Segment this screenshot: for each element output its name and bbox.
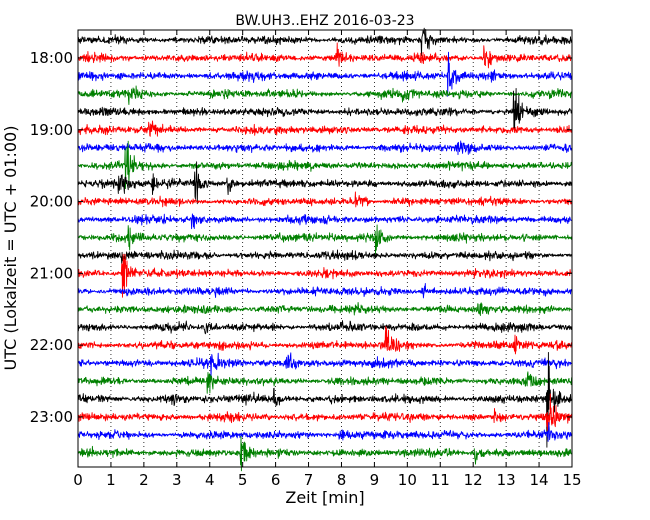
trace-line-2030 [77, 224, 573, 255]
chart-title: BW.UH3..EHZ 2016-03-23 [235, 13, 414, 29]
trace-lines [77, 27, 573, 472]
x-tick-label: 7 [304, 471, 314, 489]
y-tick-label: 18:00 [30, 49, 73, 67]
trace-line-2230 [77, 371, 573, 394]
y-tick-label: 20:00 [30, 193, 73, 211]
x-tick-label: 3 [172, 471, 182, 489]
y-tick-label: 22:00 [30, 336, 73, 354]
trace-line-1915 [77, 140, 573, 156]
trace-line-1800 [77, 42, 573, 69]
y-tick-label: 19:00 [30, 121, 73, 139]
trace-line-2045 [77, 249, 573, 264]
y-tick-label: 23:00 [30, 408, 73, 426]
x-tick-label: 10 [398, 471, 417, 489]
trace-line-2200 [77, 325, 573, 355]
x-axis-label: Zeit [min] [285, 488, 364, 507]
trace-line-1900 [77, 120, 573, 137]
trace-line-2300 [77, 393, 573, 433]
grid-lines [110, 30, 540, 467]
plot-frame [77, 29, 573, 468]
x-tick-label: 0 [73, 471, 83, 489]
trace-line-2000 [77, 191, 573, 208]
x-tick-label: 9 [370, 471, 380, 489]
trace-line-1930 [77, 140, 573, 190]
y-axis-ticks: 18:00 19:00 20:00 21:00 22:00 23:00 [30, 49, 572, 426]
trace-line-2130 [77, 301, 573, 316]
trace-line-1830 [77, 85, 573, 106]
trace-line-1815 [77, 51, 573, 97]
x-tick-label: 14 [530, 471, 549, 489]
x-tick-label: 2 [139, 471, 149, 489]
trace-line-2015 [77, 213, 573, 230]
y-tick-label: 21:00 [30, 264, 73, 282]
x-axis-ticks: 0 1 2 3 4 5 6 7 8 9 10 11 12 13 14 15 [73, 30, 582, 489]
trace-line-2145 [77, 320, 573, 335]
trace-line-2315 [77, 421, 573, 442]
trace-line-1745 [77, 27, 573, 57]
trace-line-2215 [77, 352, 573, 379]
x-tick-label: 12 [464, 471, 483, 489]
x-tick-label: 15 [562, 471, 581, 489]
x-tick-label: 5 [238, 471, 248, 489]
trace-line-2115 [77, 283, 573, 299]
x-tick-label: 4 [205, 471, 215, 489]
y-axis-label: UTC (Lokalzeit = UTC + 01:00) [1, 126, 20, 371]
x-tick-label: 8 [337, 471, 347, 489]
trace-line-1945 [77, 161, 573, 205]
trace-line-2100 [77, 253, 573, 298]
x-tick-label: 11 [431, 471, 450, 489]
x-tick-label: 13 [497, 471, 516, 489]
x-tick-label: 1 [106, 471, 116, 489]
trace-line-2245 [77, 351, 573, 448]
trace-line-2330 [77, 435, 573, 472]
trace-line-1845 [77, 88, 573, 131]
x-tick-label: 6 [271, 471, 281, 489]
